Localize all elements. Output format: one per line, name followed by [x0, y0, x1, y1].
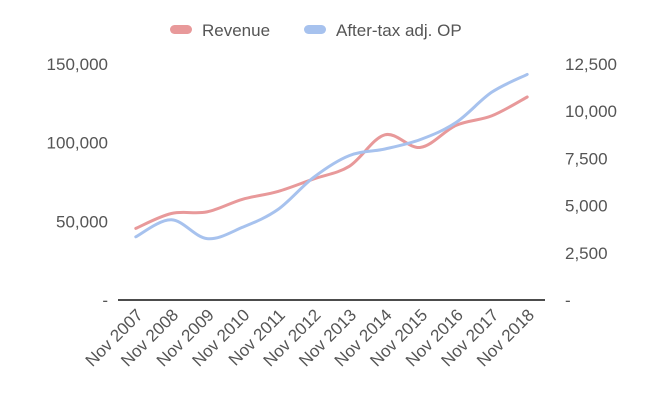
right-y-tick-label: 10,000: [565, 102, 617, 121]
right-y-axis: - 2,500 5,000 7,500 10,000 12,500: [565, 55, 617, 310]
legend-label: Revenue: [202, 21, 270, 40]
series-line-revenue: [134, 95, 529, 230]
legend-label: After-tax adj. OP: [336, 21, 462, 40]
right-y-tick-label: -: [565, 291, 571, 310]
chart-legend: Revenue After-tax adj. OP: [170, 21, 462, 40]
right-y-tick-label: 7,500: [565, 149, 608, 168]
right-y-tick-label: 2,500: [565, 244, 608, 263]
left-y-tick-label: 150,000: [47, 55, 108, 74]
right-y-tick-label: 12,500: [565, 55, 617, 74]
legend-swatch: [304, 25, 326, 34]
series-layer: [134, 72, 529, 241]
series-line-after-tax-adj-op: [134, 72, 529, 241]
right-y-tick-label: 5,000: [565, 197, 608, 216]
left-y-tick-label: 100,000: [47, 134, 108, 153]
left-y-axis: - 50,000 100,000 150,000: [47, 55, 108, 310]
left-y-tick-label: -: [102, 291, 108, 310]
left-y-tick-label: 50,000: [56, 212, 108, 231]
legend-swatch: [170, 25, 192, 34]
